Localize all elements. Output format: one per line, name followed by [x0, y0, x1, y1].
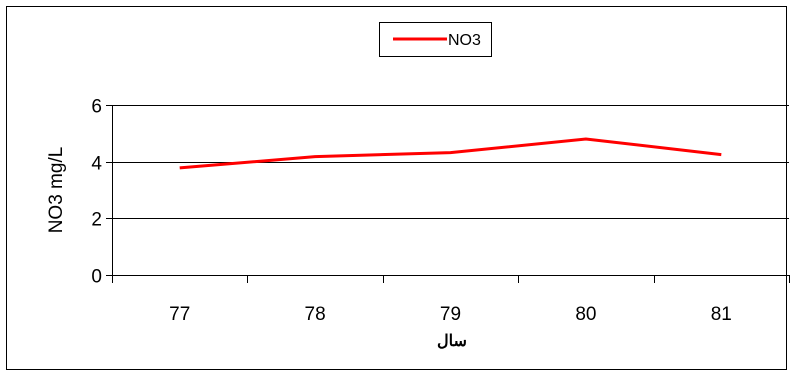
x-tick-label: 78: [305, 304, 326, 325]
axes: [106, 105, 790, 283]
series-layer: [179, 137, 722, 170]
x-tick-labels: 77 78 79 80 81: [169, 304, 732, 325]
y-tick-label: 6: [91, 97, 102, 118]
y-tick-label: 4: [91, 154, 102, 175]
y-tick-label: 2: [91, 210, 102, 231]
chart-border: [6, 6, 787, 370]
x-tick-label: 80: [575, 304, 596, 325]
legend: NO3: [379, 22, 492, 57]
x-tick-label: 77: [169, 304, 190, 325]
legend-label: NO3: [448, 32, 481, 49]
x-tick-label: 79: [440, 304, 461, 325]
series-line-no3: [179, 137, 722, 170]
x-axis-label: سال: [437, 333, 467, 350]
x-tick-label: 81: [711, 304, 732, 325]
y-tick-label: 0: [91, 267, 102, 288]
y-axis-label: NO3 mg/L: [46, 147, 67, 234]
grid-lines: [112, 105, 789, 219]
y-tick-labels: 0 2 4 6: [91, 97, 102, 288]
